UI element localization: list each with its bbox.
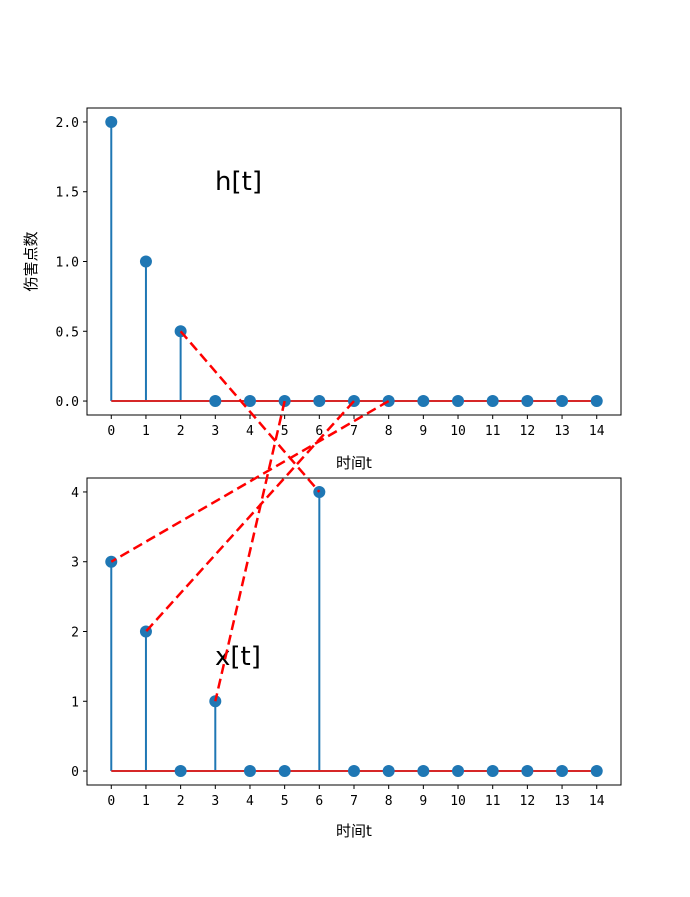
stem-marker <box>278 765 291 778</box>
x-tick-label: 5 <box>281 794 289 809</box>
x-tick-label: 10 <box>450 424 466 439</box>
stem-marker <box>521 765 534 778</box>
stem-marker <box>105 115 118 128</box>
x-tick-label: 11 <box>485 424 501 439</box>
stem-marker <box>417 765 430 778</box>
y-tick-label: 1.0 <box>56 256 79 271</box>
convolution-connectors <box>110 330 390 702</box>
stem-marker <box>452 395 465 408</box>
connector-line <box>179 330 321 493</box>
stem-marker <box>417 395 430 408</box>
stem-marker <box>348 765 360 778</box>
x-tick-label: 1 <box>142 794 150 809</box>
h-stem-chart: 0 1 2 3 4 5 6 7 8 9 10 11 12 13 140.00.51.01.52.0时间t伤害… <box>22 107 622 472</box>
x-tick-label: 0 <box>107 424 115 439</box>
x-axis-label: 时间t <box>336 454 372 472</box>
x-axis-label: 时间t <box>336 822 372 840</box>
y-tick-label: 0.0 <box>56 395 79 410</box>
x-tick-label: 8 <box>385 424 393 439</box>
connector-line <box>110 399 390 563</box>
connector-line <box>145 400 355 633</box>
x-tick-label: 9 <box>419 424 427 439</box>
x-tick-label: 2 <box>177 794 185 809</box>
stem-marker <box>521 395 534 408</box>
stem-marker <box>139 255 152 268</box>
x-tick-label: 12 <box>520 424 536 439</box>
stem-marker <box>313 395 326 408</box>
x-tick-label: 4 <box>246 424 254 439</box>
y-tick-label: 0 <box>71 765 79 780</box>
signal-annotation: h[t] <box>215 167 262 197</box>
plot-frame <box>86 107 622 416</box>
x-tick-label: 2 <box>177 424 185 439</box>
stem-marker <box>486 765 499 778</box>
y-tick-label: 2 <box>71 626 79 641</box>
x-tick-label: 11 <box>485 794 501 809</box>
stem-marker <box>243 395 256 408</box>
stem-marker <box>590 765 603 778</box>
x-tick-label: 6 <box>315 794 323 809</box>
x-tick-label: 13 <box>554 424 570 439</box>
x-tick-label: 5 <box>281 424 289 439</box>
x-tick-label: 12 <box>520 794 536 809</box>
stem-marker <box>556 395 569 408</box>
y-axis-label: 伤害点数 <box>22 231 40 291</box>
y-tick-label: 1.5 <box>56 186 79 201</box>
stem-marker <box>590 395 603 408</box>
stem-marker <box>243 765 256 778</box>
y-tick-label: 0.5 <box>56 325 79 340</box>
x-tick-label: 7 <box>350 794 358 809</box>
x-tick-label: 6 <box>315 424 323 439</box>
x-tick-label: 4 <box>246 794 254 809</box>
x-tick-label: 13 <box>554 794 570 809</box>
x-tick-label: 8 <box>385 794 393 809</box>
x-tick-label: 14 <box>589 794 605 809</box>
plot-frame <box>86 477 622 786</box>
connector-line <box>214 400 286 702</box>
y-tick-label: 4 <box>71 486 79 501</box>
stem-marker <box>486 395 499 408</box>
y-tick-label: 1 <box>71 695 79 710</box>
x-tick-label: 1 <box>142 424 150 439</box>
x-tick-label: 3 <box>211 794 219 809</box>
x-tick-label: 14 <box>589 424 605 439</box>
stem-marker <box>382 765 395 778</box>
x-tick-label: 3 <box>211 424 219 439</box>
stem-marker <box>209 395 222 408</box>
y-tick-label: 2.0 <box>56 116 79 131</box>
stem-marker <box>452 765 465 778</box>
y-tick-label: 3 <box>71 556 79 571</box>
x-tick-label: 10 <box>450 794 466 809</box>
stem-marker <box>556 765 569 778</box>
x-tick-label: 0 <box>107 794 115 809</box>
x-tick-label: 9 <box>419 794 427 809</box>
stem-marker <box>174 765 187 778</box>
x-tick-label: 7 <box>350 424 358 439</box>
